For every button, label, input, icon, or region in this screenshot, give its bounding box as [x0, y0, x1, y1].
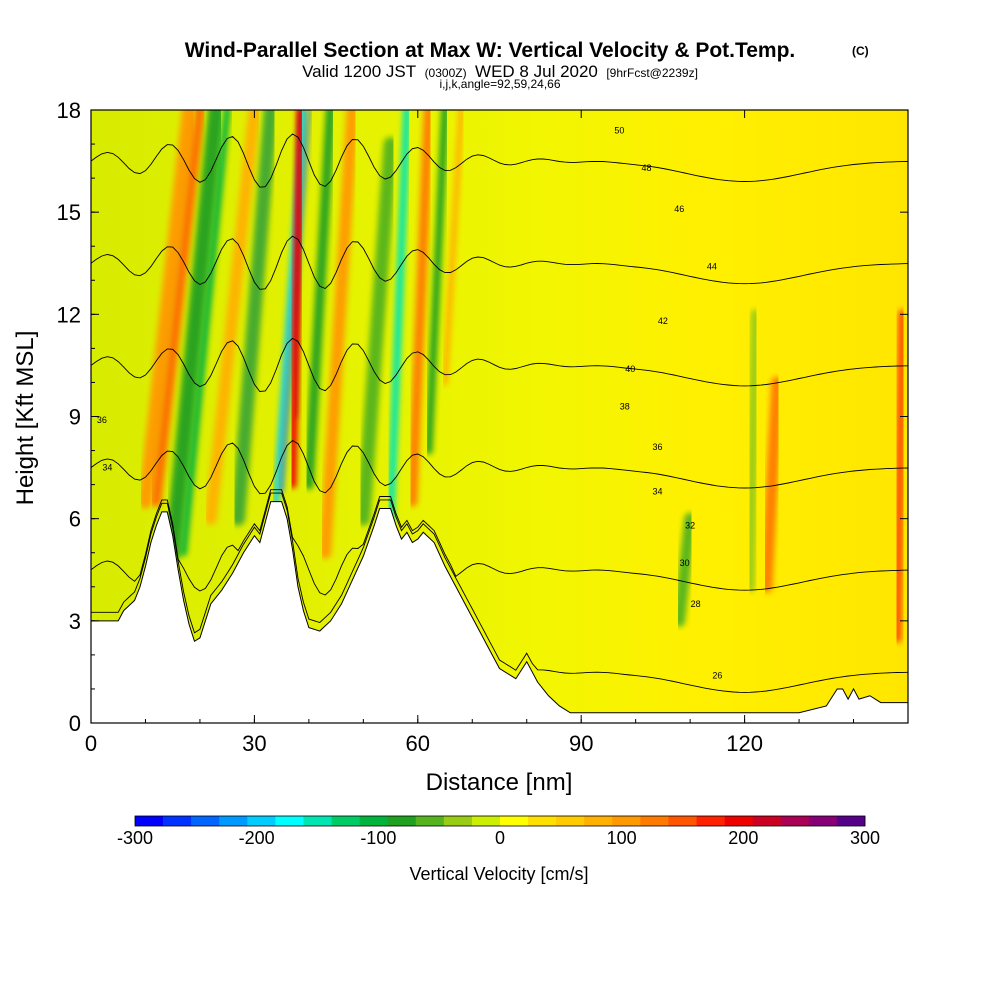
colorbar-tick-label: -100 [360, 828, 396, 848]
isentrope-label: 40 [625, 364, 635, 374]
colorbar-tick-label: 300 [850, 828, 880, 848]
y-tick-label: 6 [69, 507, 81, 532]
colorbar-swatch [668, 816, 697, 826]
isentrope-label: 28 [691, 599, 701, 609]
colorbar: -300 -200 -100 0 100 200 300 [117, 815, 880, 848]
colorbar-swatch [275, 816, 304, 826]
isentrope-label: 34 [652, 486, 662, 496]
terrain [91, 501, 908, 723]
subtitle-date: WED 8 Jul 2020 [475, 62, 598, 81]
colorbar-swatch [780, 816, 810, 826]
isentrope-label: 42 [658, 316, 668, 326]
velocity-field [138, 110, 908, 643]
colorbar-swatch [556, 816, 585, 826]
x-tick-label: 0 [85, 731, 97, 756]
colorbar-swatch [247, 816, 276, 826]
y-tick-label: 0 [69, 711, 81, 736]
colorbar-swatch [331, 816, 360, 826]
colorbar-swatch [500, 816, 529, 826]
subtitle-forecast: [9hrFcst@2239z] [606, 66, 698, 80]
colorbar-tick-label: -300 [117, 828, 153, 848]
colorbar-swatch [443, 816, 473, 826]
colorbar-swatch [752, 816, 782, 826]
isentrope-label: 30 [680, 558, 690, 568]
isentrope-label: 44 [707, 262, 717, 272]
colorbar-swatch [219, 816, 248, 826]
colorbar-swatch [724, 816, 753, 826]
isentrope-label: 48 [642, 163, 652, 173]
y-tick-label: 18 [57, 98, 81, 123]
isentrope-labels: 50 48 46 44 42 40 38 36 34 32 30 28 26 36 34 [97, 125, 722, 680]
colorbar-swatch [135, 816, 164, 826]
y-tick-label: 9 [69, 405, 81, 430]
colorbar-swatch [303, 816, 332, 826]
y-axis-label: Height [Kft MSL] [12, 331, 39, 506]
colorbar-tick-label: 0 [495, 828, 505, 848]
colorbar-swatch [528, 816, 557, 826]
y-tick-label: 3 [69, 609, 81, 634]
colorbar-swatch [612, 816, 641, 826]
colorbar-tick-label: 200 [728, 828, 758, 848]
y-tick-label: 15 [57, 200, 81, 225]
subtitle-utc: (0300Z) [425, 66, 467, 80]
chart-title: Wind-Parallel Section at Max W: Vertical… [185, 39, 796, 62]
x-tick-label: 90 [569, 731, 593, 756]
isentrope-28 [91, 489, 908, 596]
colorbar-tick-label: 100 [607, 828, 637, 848]
colorbar-swatch [808, 816, 838, 826]
colorbar-swatch [584, 816, 613, 826]
colorbar-swatch [471, 816, 501, 826]
colorbar-swatch [640, 816, 669, 826]
colorbar-swatch [387, 816, 417, 826]
colorbar-swatch [696, 816, 725, 826]
isentrope-label: 46 [674, 204, 684, 214]
colorbar-swatch [359, 816, 388, 826]
chart-subtitle: Valid 1200 JST (0300Z) WED 8 Jul 2020 [9… [302, 62, 698, 81]
colorbar-label: Vertical Velocity [cm/s] [409, 864, 588, 884]
isentrope-label: 50 [614, 125, 624, 135]
x-tick-label: 30 [242, 731, 266, 756]
colorbar-frame [134, 815, 866, 827]
x-tick-label: 120 [726, 731, 763, 756]
x-axis: 0 30 60 90 120 [85, 110, 909, 756]
x-axis-label: Distance [nm] [426, 769, 573, 796]
isentrope-32 [91, 337, 908, 392]
colorbar-swatch [191, 816, 220, 826]
isentrope-36 [91, 133, 908, 188]
isentrope-label: 26 [712, 670, 722, 680]
subtitle-valid-time: Valid 1200 JST [302, 62, 416, 81]
colorbar-swatch [163, 816, 192, 826]
copyright-mark: (C) [852, 44, 869, 58]
isentrope-label: 38 [620, 401, 630, 411]
colorbar-tick-label: -200 [239, 828, 275, 848]
isentrope-label: 32 [685, 520, 695, 530]
plot-area [91, 110, 908, 723]
isentrope-contours [91, 133, 908, 693]
subtitle-indices: i,j,k,angle=92,59,24,66 [439, 77, 560, 91]
isentrope-34 [91, 235, 908, 290]
x-tick-label: 60 [406, 731, 430, 756]
isentrope-label: 36 [97, 415, 107, 425]
isentrope-26 [91, 492, 908, 693]
isentrope-30 [91, 439, 908, 495]
isentrope-label: 34 [102, 463, 112, 473]
y-tick-label: 12 [57, 302, 81, 327]
colorbar-swatch [415, 816, 445, 826]
isentrope-label: 36 [652, 442, 662, 452]
colorbar-swatch [836, 816, 866, 826]
